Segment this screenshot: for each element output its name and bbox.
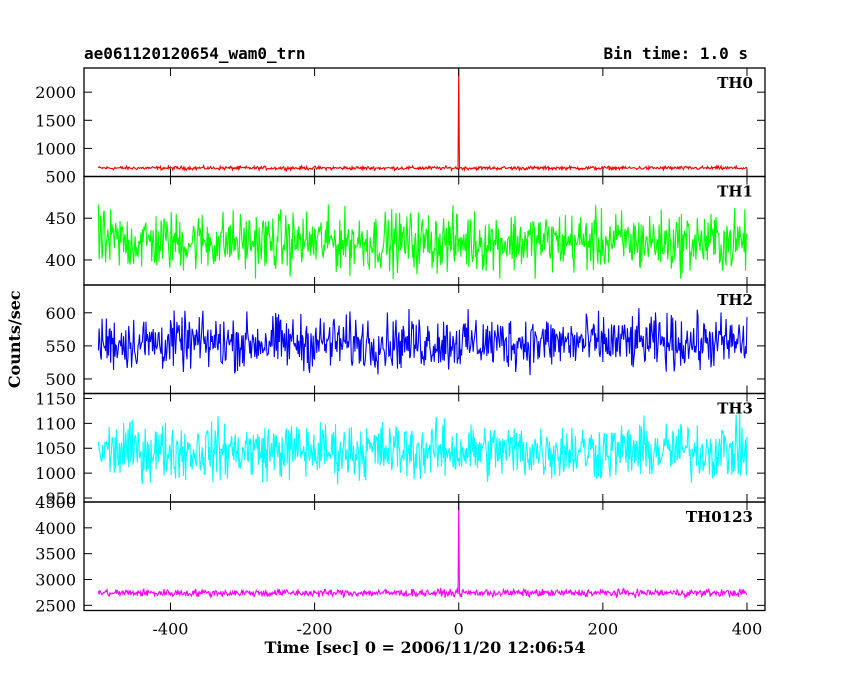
x-tick-label: -200	[297, 620, 333, 639]
series-line-th0123	[97, 501, 748, 600]
panel-label-th0123: TH0123	[686, 508, 753, 526]
y-tick-label: 1150	[35, 389, 76, 408]
y-tick-label: 2500	[35, 596, 76, 615]
y-tick-label: 600	[45, 304, 76, 323]
panel-frame	[83, 67, 766, 178]
bin-time-label: Bin time: 1.0 s	[603, 44, 749, 63]
y-tick-label: 4000	[35, 519, 76, 538]
y-tick-label: 1000	[35, 464, 76, 483]
x-tick-label: 400	[732, 620, 763, 639]
y-tick-label: 2000	[35, 83, 76, 102]
x-axis-label: Time [sec] 0 = 2006/11/20 12:06:54	[264, 638, 586, 657]
series-line-th0	[97, 67, 748, 173]
y-tick-label: 500	[45, 168, 76, 187]
panel-label-th1: TH1	[717, 183, 753, 201]
y-tick-label: 3500	[35, 545, 76, 564]
series-line-th2	[97, 308, 748, 376]
series-line-th3	[97, 414, 748, 485]
y-tick-label: 950	[45, 489, 76, 508]
panel-frame	[83, 392, 766, 503]
y-tick-label: 400	[45, 251, 76, 270]
x-tick-label: 200	[588, 620, 619, 639]
chart-title: ae061120120654_wam0_trn	[84, 44, 306, 63]
y-tick-label: 450	[45, 209, 76, 228]
panel-label-th0: TH0	[717, 74, 753, 92]
y-tick-label: 1100	[35, 414, 76, 433]
series-line-th1	[97, 204, 748, 280]
y-axis-label: Counts/sec	[5, 290, 24, 388]
panel-label-th2: TH2	[717, 291, 753, 309]
y-tick-label: 500	[45, 370, 76, 389]
y-tick-label: 4500	[35, 493, 76, 512]
x-tick-label: 0	[454, 620, 464, 639]
panel-frame	[83, 175, 766, 286]
y-tick-label: 1500	[35, 111, 76, 130]
panel-label-th3: TH3	[717, 400, 753, 418]
y-tick-label: 1050	[35, 439, 76, 458]
y-tick-label: 550	[45, 337, 76, 356]
x-tick-label: -400	[152, 620, 188, 639]
y-tick-label: 1000	[35, 139, 76, 158]
panel-frame	[83, 501, 766, 612]
y-tick-label: 3000	[35, 571, 76, 590]
